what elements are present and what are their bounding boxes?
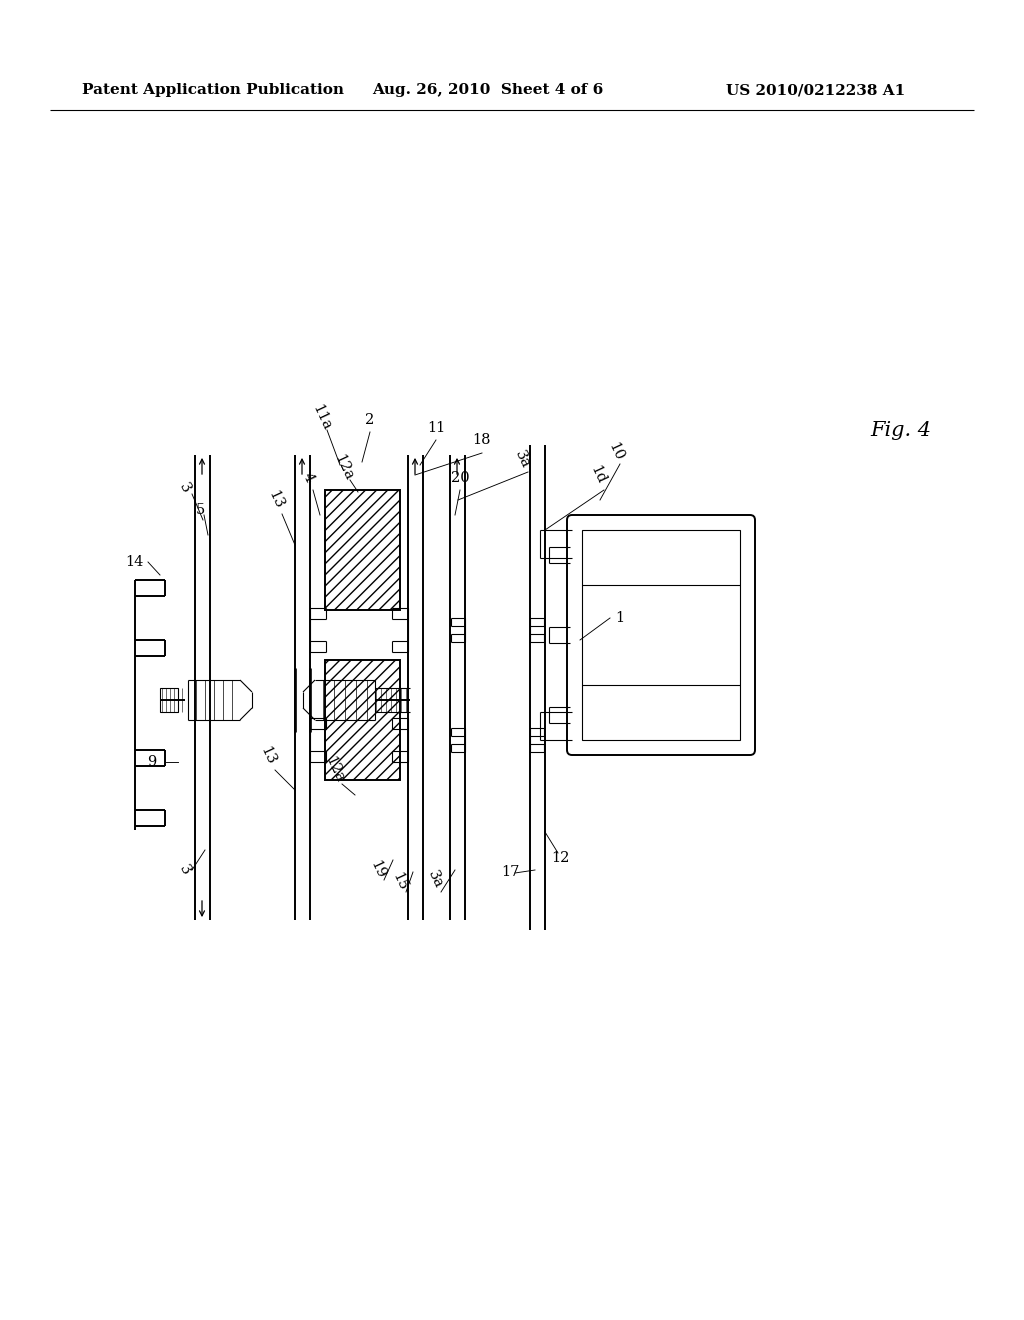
Text: 3a: 3a xyxy=(425,869,445,891)
Text: 19: 19 xyxy=(368,859,388,882)
Text: 11: 11 xyxy=(427,421,445,436)
Text: 9: 9 xyxy=(147,755,157,770)
Text: 3a: 3a xyxy=(512,449,532,471)
Text: 14: 14 xyxy=(125,554,143,569)
Text: 3: 3 xyxy=(176,480,194,495)
Text: 3: 3 xyxy=(176,862,194,878)
Text: 18: 18 xyxy=(473,433,492,447)
Text: 1: 1 xyxy=(615,611,625,624)
Text: 15: 15 xyxy=(390,871,411,894)
Text: 1d: 1d xyxy=(588,463,608,486)
Bar xyxy=(160,688,178,711)
Text: 17: 17 xyxy=(501,865,519,879)
Text: 10: 10 xyxy=(606,441,627,463)
Text: 12: 12 xyxy=(551,851,569,865)
Text: Patent Application Publication: Patent Application Publication xyxy=(82,83,344,96)
Text: 2: 2 xyxy=(366,413,375,426)
Text: 12a: 12a xyxy=(323,755,347,785)
Bar xyxy=(325,490,400,610)
Text: 4: 4 xyxy=(300,471,316,486)
Text: US 2010/0212238 A1: US 2010/0212238 A1 xyxy=(726,83,905,96)
Text: 20: 20 xyxy=(451,471,469,484)
Text: 12a: 12a xyxy=(332,453,356,483)
Text: 11a: 11a xyxy=(310,403,334,433)
Bar xyxy=(582,531,740,741)
Bar xyxy=(325,660,400,780)
Text: 13: 13 xyxy=(258,744,279,767)
Text: 13: 13 xyxy=(266,488,287,511)
Text: Fig. 4: Fig. 4 xyxy=(870,421,931,440)
Text: Aug. 26, 2010  Sheet 4 of 6: Aug. 26, 2010 Sheet 4 of 6 xyxy=(372,83,603,96)
Text: 5: 5 xyxy=(196,503,205,517)
FancyBboxPatch shape xyxy=(567,515,755,755)
